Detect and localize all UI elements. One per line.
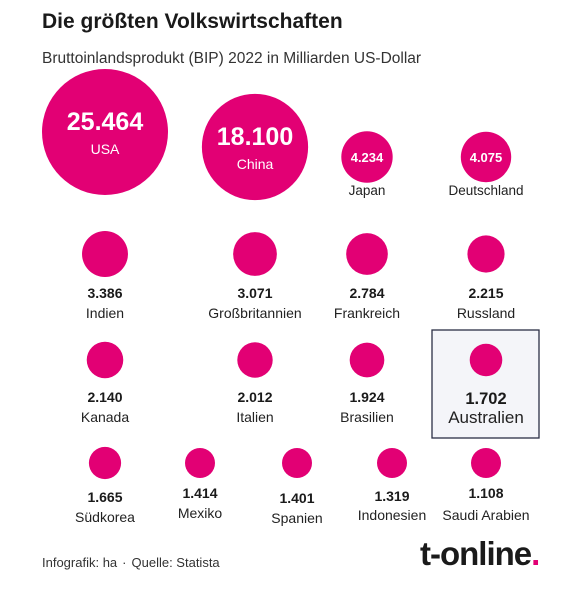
bubble-usa (42, 69, 168, 195)
bubble-frankreich (346, 233, 388, 275)
category-label: Indonesien (358, 507, 427, 523)
chart-subtitle: Bruttoinlandsprodukt (BIP) 2022 in Milli… (42, 50, 422, 67)
footer-source: Quelle: Statista (131, 555, 220, 570)
category-label: Indien (86, 305, 124, 321)
value-label: 2.012 (237, 389, 272, 405)
bubble-indien (82, 231, 128, 277)
bubble-brasilien (349, 342, 385, 378)
category-label: Kanada (81, 409, 129, 425)
value-label: 1.702 (465, 390, 506, 408)
t-online-logo: t-online. (420, 535, 540, 573)
value-label: 1.414 (182, 485, 217, 501)
category-label: Großbritannien (208, 305, 301, 321)
category-label: Italien (236, 409, 273, 425)
footer-separator: · (122, 555, 127, 570)
bubble-japan (341, 131, 393, 183)
value-label: 3.071 (237, 285, 272, 301)
category-label: Brasilien (340, 409, 394, 425)
value-label: 4.075 (470, 150, 503, 165)
footer-credit: Infografik: ha (42, 555, 118, 570)
category-label: Saudi Arabien (442, 507, 529, 523)
bubble-china (201, 93, 309, 201)
bubble-italien (237, 342, 273, 378)
value-label: 1.665 (87, 489, 122, 505)
footer: Infografik: ha · Quelle: Statista (42, 555, 220, 570)
value-label: 2.140 (87, 389, 122, 405)
value-label: 1.924 (349, 389, 384, 405)
bubble-australien (469, 343, 503, 377)
bubble-indonesien (377, 448, 407, 478)
category-label: Spanien (271, 510, 322, 526)
category-label: Russland (457, 305, 515, 321)
value-label: 1.108 (468, 485, 503, 501)
bubble-südkorea (88, 446, 122, 480)
category-label: Mexiko (178, 505, 223, 521)
bubble-russland (467, 235, 505, 273)
value-label: 18.100 (217, 123, 293, 151)
bubble-kanada (86, 341, 124, 379)
logo-dot: . (531, 535, 540, 572)
category-label: Frankreich (334, 305, 400, 321)
value-label: 4.234 (351, 150, 384, 165)
value-label: 1.319 (374, 488, 409, 504)
value-label: 2.215 (468, 285, 503, 301)
chart-title: Die größten Volkswirtschaften (42, 10, 343, 33)
bubble-großbritannien (233, 232, 277, 276)
value-label: 1.401 (279, 490, 314, 506)
value-label: 2.784 (349, 285, 384, 301)
category-label: Japan (349, 183, 386, 198)
bubble-deutschland (460, 131, 512, 183)
category-label: USA (91, 141, 120, 157)
bubble-saudi-arabien (471, 448, 501, 478)
category-label: Australien (448, 408, 524, 427)
logo-text: t-online (420, 535, 532, 572)
bubble-mexiko (185, 448, 215, 478)
category-label: China (237, 156, 274, 172)
value-label: 3.386 (87, 285, 122, 301)
value-label: 25.464 (67, 108, 144, 136)
bubble-spanien (282, 448, 312, 478)
category-label: Deutschland (448, 183, 523, 198)
category-label: Südkorea (75, 509, 135, 525)
